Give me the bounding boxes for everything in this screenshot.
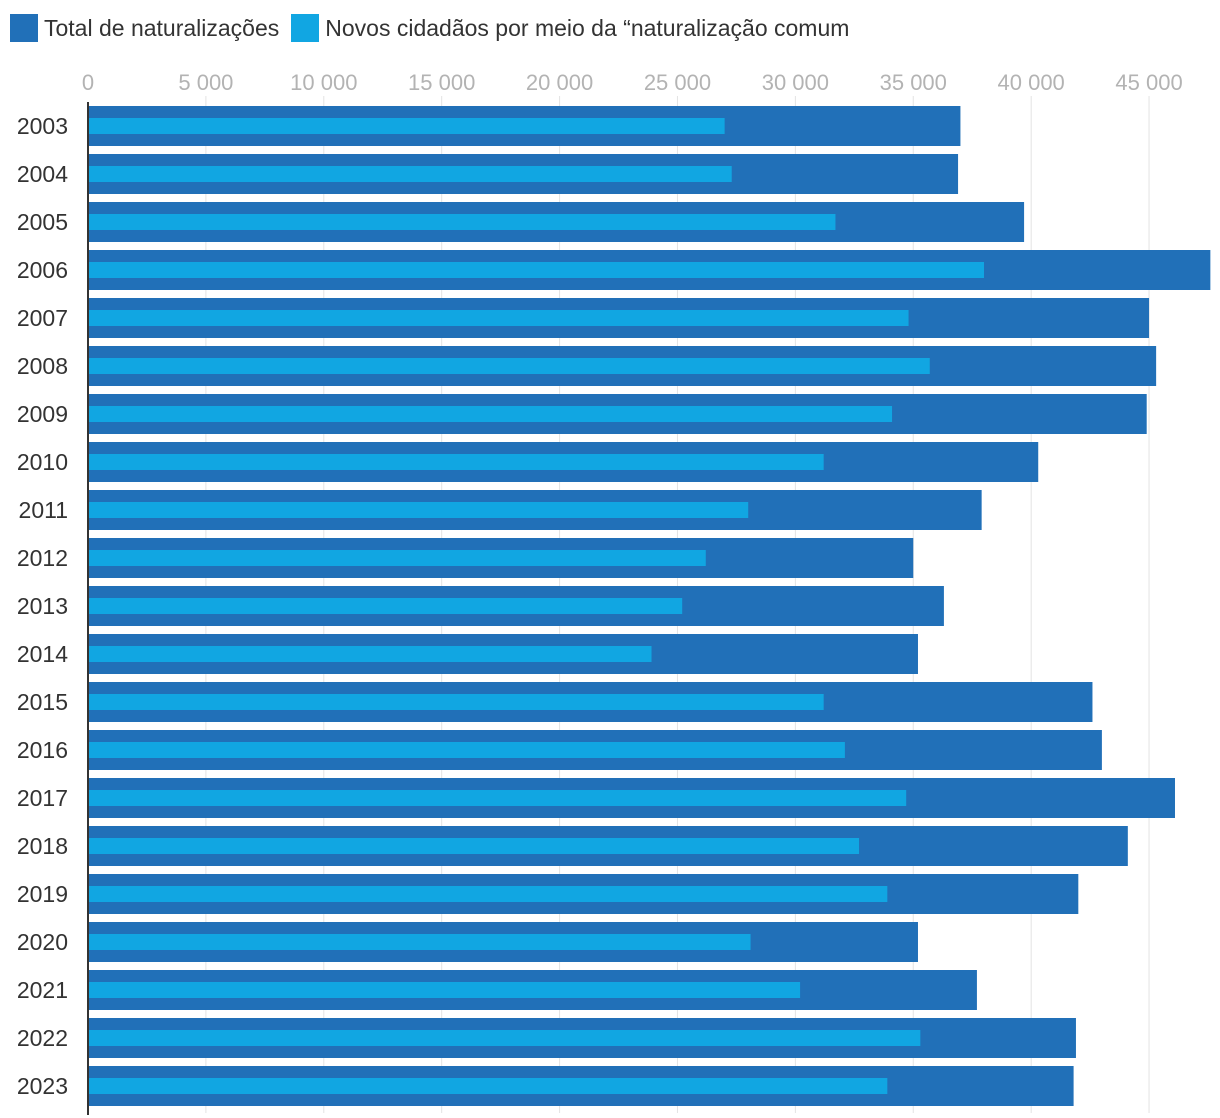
bar-comum: [88, 838, 860, 854]
x-tick-label: 0: [82, 70, 94, 95]
y-category-label: 2016: [17, 737, 68, 763]
y-category-label: 2017: [17, 785, 68, 811]
y-category-label: 2013: [17, 593, 68, 619]
legend-swatch-total: [10, 14, 38, 42]
bar-comum: [88, 1078, 888, 1094]
bar-comum: [88, 214, 836, 230]
bar-comum: [88, 1030, 921, 1046]
x-tick-label: 10 000: [290, 70, 357, 95]
y-category-label: 2020: [17, 929, 68, 955]
legend-label-comum: Novos cidadãos por meio da “naturalizaçã…: [325, 14, 850, 41]
legend-item-comum[interactable]: Novos cidadãos por meio da “naturalizaçã…: [291, 14, 849, 42]
x-tick-label: 25 000: [644, 70, 711, 95]
bars: [88, 106, 1211, 1106]
x-tick-label: 30 000: [762, 70, 829, 95]
bar-comum: [88, 406, 893, 422]
y-category-label: 2022: [17, 1025, 68, 1051]
x-tick-label: 35 000: [880, 70, 947, 95]
legend-swatch-comum: [291, 14, 320, 42]
y-category-label: 2010: [17, 449, 68, 475]
x-tick-label: 20 000: [526, 70, 593, 95]
bar-comum: [88, 118, 725, 134]
x-tick-label: 45 000: [1115, 70, 1182, 95]
y-axis-categories: 2003 2004 2005 2006 2007 2008 2009 2010 2011 2012…: [17, 113, 68, 1099]
bar-comum: [88, 934, 751, 950]
bar-comum: [88, 166, 732, 182]
y-category-label: 2007: [17, 305, 68, 331]
bar-comum: [88, 982, 801, 998]
y-category-label: 2015: [17, 689, 68, 715]
y-category-label: 2019: [17, 881, 68, 907]
y-category-label: 2011: [19, 497, 68, 523]
bar-comum: [88, 454, 824, 470]
x-tick-label: 15 000: [408, 70, 475, 95]
bar-comum: [88, 310, 909, 326]
bar-comum: [88, 550, 706, 566]
bar-comum: [88, 262, 984, 278]
bar-comum: [88, 886, 888, 902]
bar-comum: [88, 358, 930, 374]
bar-comum: [88, 694, 824, 710]
bar-comum: [88, 502, 749, 518]
bar-comum: [88, 742, 845, 758]
y-category-label: 2012: [17, 545, 68, 571]
y-category-label: 2003: [17, 113, 68, 139]
bar-comum: [88, 790, 907, 806]
y-category-label: 2005: [17, 209, 68, 235]
y-category-label: 2009: [17, 401, 68, 427]
x-tick-label: 40 000: [998, 70, 1065, 95]
y-category-label: 2018: [17, 833, 68, 859]
y-category-label: 2023: [17, 1073, 68, 1099]
y-category-label: 2021: [17, 977, 68, 1003]
y-category-label: 2008: [17, 353, 68, 379]
y-category-label: 2006: [17, 257, 68, 283]
bar-comum: [88, 598, 683, 614]
y-category-label: 2014: [17, 641, 68, 667]
legend: Total de naturalizações Novos cidadãos p…: [10, 12, 861, 44]
legend-label-total: Total de naturalizações: [44, 14, 280, 41]
x-tick-label: 5 000: [178, 70, 233, 95]
x-axis-ticks: 0 5 000 10 000 15 000 20 000 25 000 30 000 35 0…: [82, 70, 1183, 95]
y-category-label: 2004: [17, 161, 68, 187]
bar-comum: [88, 646, 652, 662]
legend-item-total[interactable]: Total de naturalizações: [10, 14, 279, 42]
